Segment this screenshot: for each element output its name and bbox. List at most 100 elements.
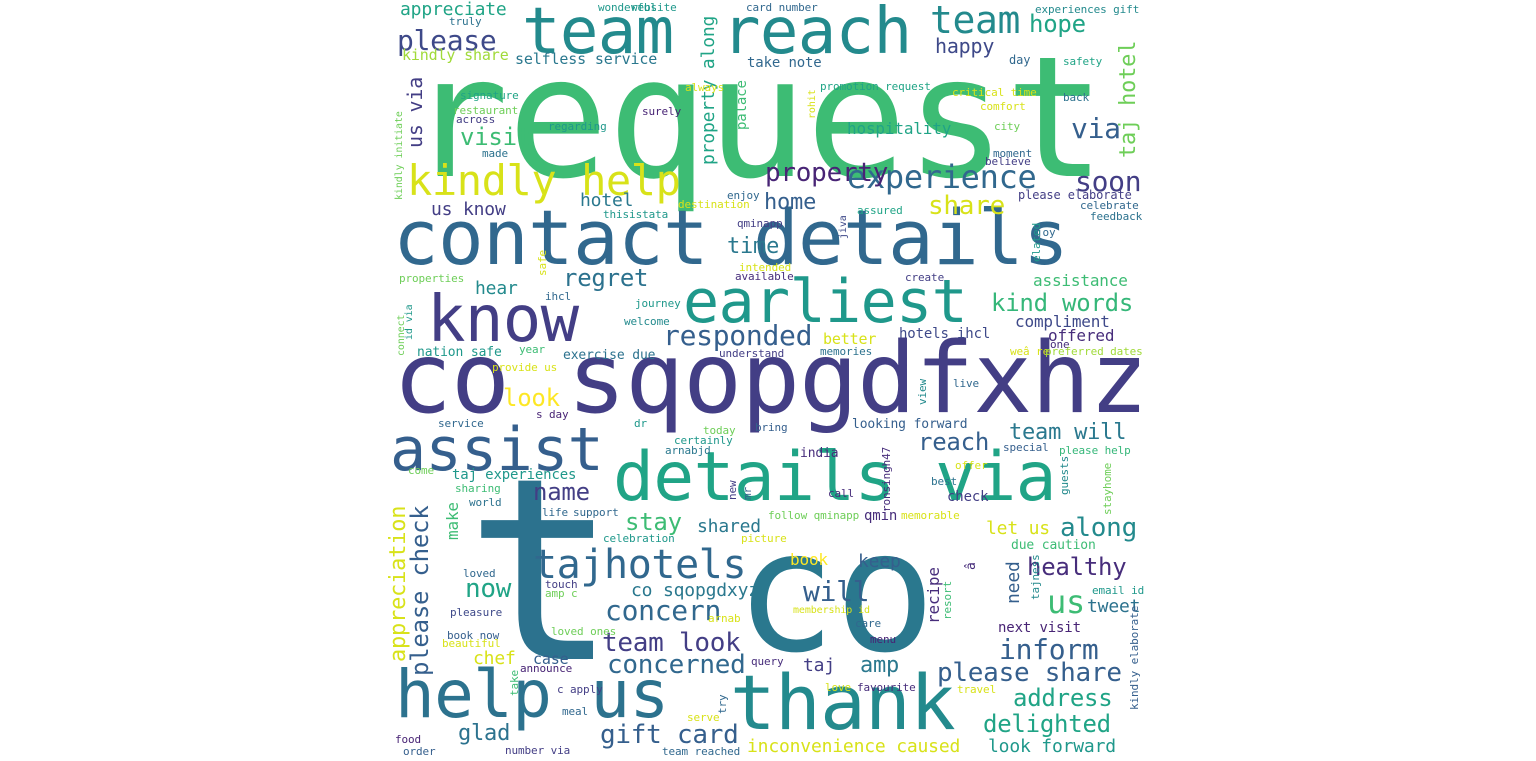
cloud-word: keep — [858, 551, 901, 572]
cloud-word: loved — [463, 567, 496, 580]
cloud-word: offered — [1048, 326, 1115, 345]
cloud-word: resort — [941, 580, 954, 620]
cloud-word: need — [1003, 561, 1024, 604]
cloud-word: website — [631, 1, 677, 14]
cloud-word: s day — [536, 408, 569, 421]
cloud-word: certainly — [674, 434, 733, 447]
cloud-word: wonderful — [598, 1, 657, 14]
cloud-word: hear — [475, 278, 518, 299]
cloud-word: please — [397, 24, 497, 57]
cloud-word: ronsingh47 — [880, 446, 893, 512]
cloud-word: intended — [739, 261, 792, 274]
cloud-word: world — [469, 496, 502, 509]
cloud-word: one — [1050, 338, 1070, 351]
cloud-word: ihcl — [545, 290, 572, 303]
cloud-word: due caution — [1011, 538, 1096, 553]
cloud-word: tajhotels — [533, 542, 747, 588]
cloud-word: will — [803, 575, 870, 608]
cloud-word: us via — [403, 76, 427, 148]
cloud-word: understand — [719, 347, 785, 360]
cloud-word: touch — [545, 578, 578, 591]
cloud-word: joy — [1036, 226, 1056, 239]
cloud-word: team — [522, 0, 674, 69]
cloud-word: us know — [431, 199, 506, 220]
cloud-word: team — [930, 0, 1020, 42]
cloud-word: restaurant — [453, 104, 519, 117]
cloud-word: looking forward — [852, 417, 968, 432]
cloud-word: comfort — [980, 100, 1026, 113]
cloud-word: experience — [847, 158, 1037, 196]
cloud-word: visit — [460, 123, 532, 151]
cloud-word: tweet — [1087, 596, 1141, 617]
cloud-word: soon — [1075, 165, 1142, 198]
cloud-word: support — [573, 506, 619, 519]
cloud-word: â — [964, 562, 979, 570]
cloud-word: new — [726, 480, 739, 500]
cloud-word: celebrate — [1080, 199, 1139, 212]
cloud-word: assistance — [1033, 271, 1128, 290]
cloud-word: us — [1047, 583, 1085, 621]
cloud-word: meal — [562, 705, 589, 718]
cloud-word: kindly initiate — [394, 111, 405, 200]
cloud-word: earliest — [683, 267, 968, 337]
cloud-word: provide us — [492, 361, 558, 374]
cloud-word: guests — [1058, 455, 1071, 495]
cloud-word: weâ re — [1010, 345, 1050, 358]
cloud-word: details via — [613, 438, 1057, 517]
cloud-word: appreciate — [400, 0, 507, 20]
cloud-word: query — [751, 655, 784, 668]
cloud-word: available — [735, 270, 794, 283]
cloud-word: welcome — [624, 315, 670, 328]
cloud-word: appreciation — [386, 505, 411, 662]
cloud-word: menu — [870, 633, 897, 646]
cloud-word: memorable — [901, 509, 960, 522]
cloud-word: picture — [741, 532, 787, 545]
cloud-word: experiences gift — [1035, 3, 1140, 16]
cloud-word: let us — [986, 518, 1050, 539]
cloud-word: rohit — [807, 89, 818, 119]
cloud-word: amp — [860, 653, 900, 678]
cloud-word: recipe — [924, 567, 943, 624]
cloud-word: kindly elaborate — [1128, 605, 1141, 710]
cloud-word: take note — [747, 55, 822, 71]
cloud-word: follow qminapp — [768, 509, 860, 522]
cloud-word: today — [703, 424, 736, 437]
cloud-word: next visit — [998, 620, 1081, 636]
cloud-word: regarding — [548, 120, 607, 133]
cloud-word: via — [1071, 112, 1121, 145]
cloud-word: feedback — [1090, 210, 1143, 223]
cloud-word: critical time — [952, 86, 1037, 99]
cloud-word: card number — [746, 1, 818, 14]
cloud-word: kind words — [991, 289, 1134, 317]
cloud-word: india — [800, 446, 839, 461]
cloud-word: concerned — [607, 650, 746, 680]
cloud-word: live — [953, 377, 980, 390]
cloud-word: surely — [642, 105, 682, 118]
cloud-word: taj hotel — [1116, 40, 1141, 158]
cloud-word: loved ones — [551, 625, 617, 638]
cloud-word: regret — [563, 264, 649, 292]
cloud-word: please help — [1059, 444, 1131, 457]
cloud-word: qminapp — [737, 217, 783, 230]
cloud-word: pleasure — [450, 606, 503, 619]
cloud-word: palace — [734, 80, 750, 130]
cloud-word: team look — [602, 628, 741, 658]
cloud-word: know — [427, 283, 579, 357]
cloud-word: concern — [605, 594, 722, 627]
cloud-word: reach — [918, 428, 990, 456]
cloud-word: qmin — [864, 508, 898, 524]
cloud-word: exercise due — [563, 348, 656, 363]
cloud-word: favourite — [857, 681, 916, 694]
cloud-word: back — [1063, 91, 1090, 104]
cloud-word: check — [947, 489, 989, 505]
cloud-word: tajness — [1029, 554, 1042, 600]
cloud-word: inform — [999, 633, 1099, 666]
cloud-word: announce — [520, 662, 573, 675]
cloud-word: destination — [678, 198, 750, 211]
cloud-word: thisistata — [603, 208, 669, 221]
cloud-word: co sqopgdxyz7 — [631, 580, 770, 601]
cloud-word: email id — [1092, 584, 1145, 597]
cloud-word: order — [403, 745, 436, 758]
cloud-word: co sqopgdfxhz — [393, 322, 1148, 436]
cloud-word: moment — [993, 147, 1033, 160]
